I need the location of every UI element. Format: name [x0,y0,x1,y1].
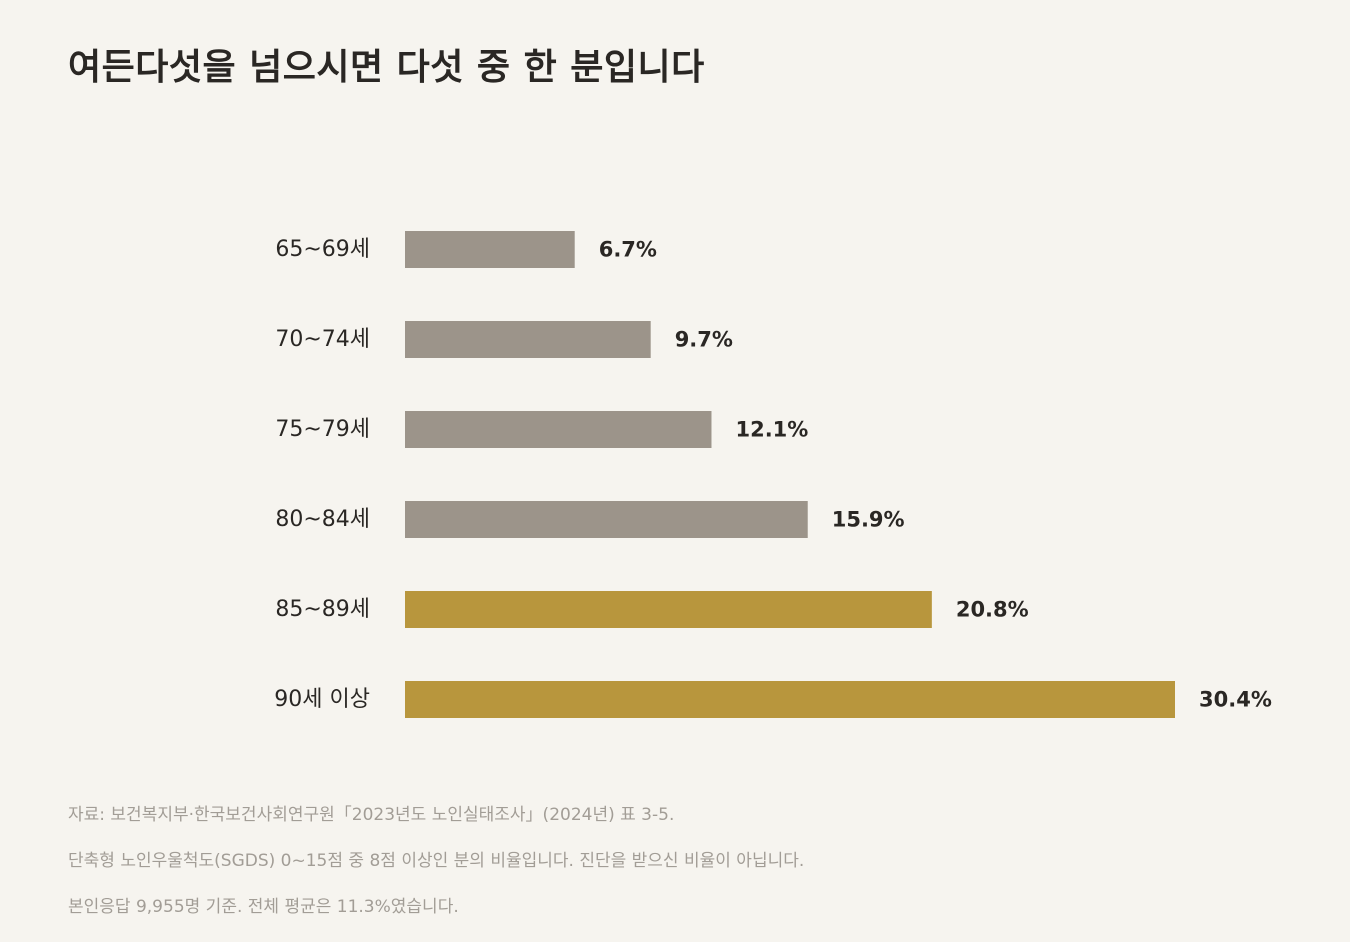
category-label: 70~74세 [275,327,370,352]
source-note: 자료: 보건복지부·한국보건사회연구원「2023년도 노인실태조사」(2024년… [68,805,675,825]
category-label: 65~69세 [275,237,370,262]
value-label: 12.1% [735,418,808,442]
value-label: 6.7% [599,238,657,262]
category-label: 85~89세 [275,597,370,622]
bar [405,231,575,268]
value-label: 30.4% [1199,688,1272,712]
sample-note: 본인응답 9,955명 기준. 전체 평균은 11.3%였습니다. [68,897,459,917]
bar [405,681,1175,718]
chart-title: 여든다섯을 넘으시면 다섯 중 한 분입니다 [68,47,705,88]
value-label: 20.8% [956,598,1029,622]
category-label: 80~84세 [275,507,370,532]
bar [405,411,712,448]
value-label: 9.7% [675,328,733,352]
category-label: 90세 이상 [274,687,370,712]
notes: 자료: 보건복지부·한국보건사회연구원「2023년도 노인실태조사」(2024년… [68,804,804,942]
definition-note: 단축형 노인우울척도(SGDS) 0~15점 중 8점 이상인 분의 비율입니다… [68,851,805,871]
bar [405,321,651,358]
bar [405,591,932,628]
value-label: 15.9% [832,508,905,532]
bar [405,501,808,538]
category-label: 75~79세 [275,417,370,442]
